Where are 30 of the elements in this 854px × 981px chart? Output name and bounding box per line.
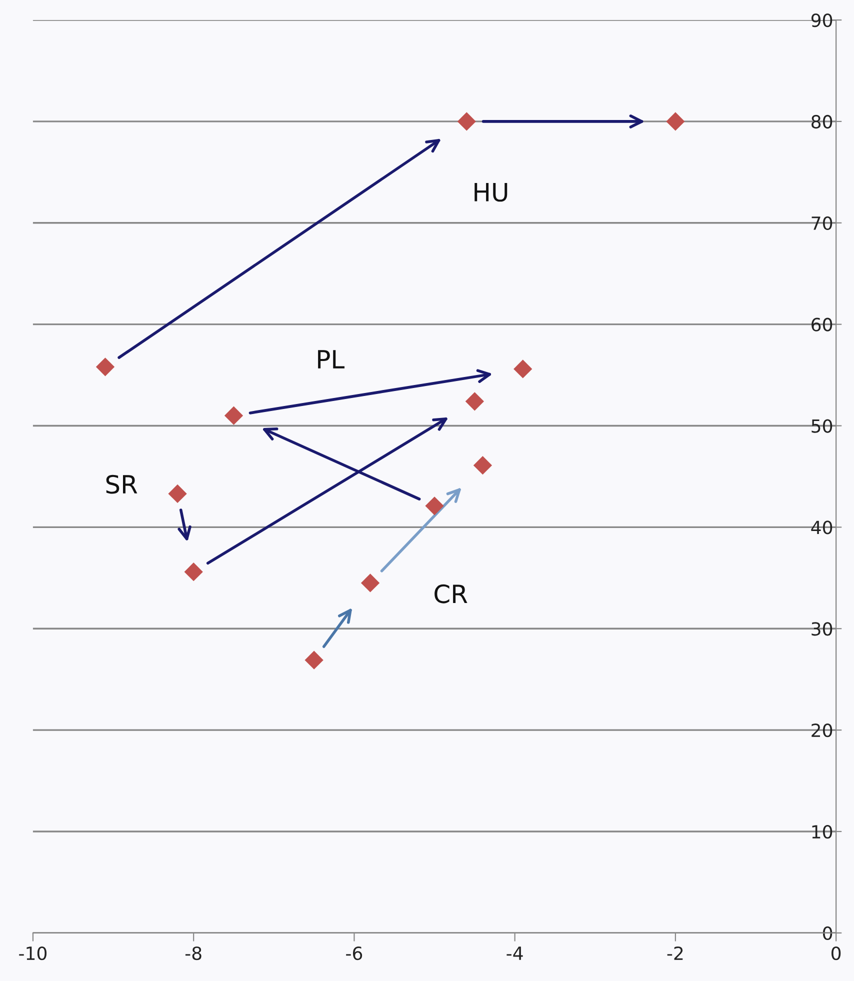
annotation: PL — [318, 350, 344, 368]
annotation: CR — [434, 584, 468, 604]
x-tick-label: -2 — [667, 946, 683, 960]
point — [168, 484, 187, 504]
y-tick-label: 40 — [811, 520, 832, 534]
point — [360, 574, 380, 592]
y-tick-label: 10 — [812, 824, 832, 839]
point — [473, 456, 492, 475]
y-tick-label: 50 — [812, 419, 832, 433]
point — [96, 358, 115, 376]
point — [224, 406, 244, 425]
y-tick-label: 30 — [812, 622, 832, 636]
point — [304, 650, 324, 670]
y-tick-label: 90 — [811, 13, 832, 28]
point — [666, 112, 685, 131]
y-tick-label: 80 — [812, 114, 832, 129]
point — [425, 496, 444, 516]
point — [465, 392, 484, 411]
y-tick-label: 60 — [812, 318, 832, 332]
point — [457, 112, 476, 131]
x-tick-label: -10 — [19, 946, 47, 960]
annotation: SR — [106, 474, 138, 494]
x-tick-label: -6 — [346, 946, 362, 960]
y-tick-label: 20 — [812, 724, 832, 738]
annotation: HU — [474, 183, 508, 202]
point — [514, 360, 532, 378]
point — [184, 562, 203, 582]
y-tick-label: 70 — [812, 216, 832, 230]
x-tick-label: -8 — [185, 946, 202, 960]
x-tick-label: -4 — [506, 946, 523, 960]
